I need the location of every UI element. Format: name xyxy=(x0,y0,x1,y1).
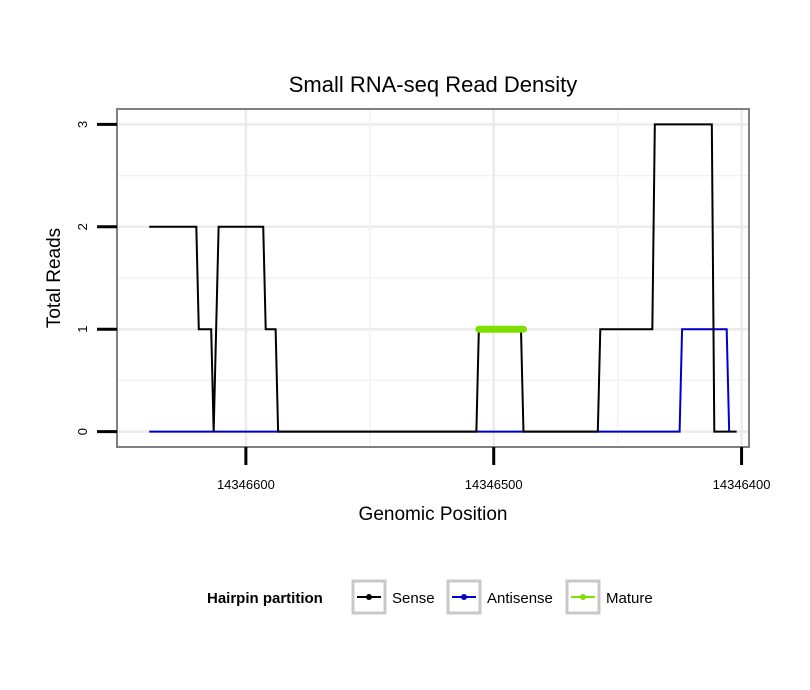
legend-label-sense: Sense xyxy=(392,590,435,607)
y-tick-label-3: 3 xyxy=(75,121,90,128)
y-tick-label-0: 0 xyxy=(75,428,90,435)
legend-label-antisense: Antisense xyxy=(487,590,553,607)
y-tick-label-1: 1 xyxy=(75,326,90,333)
legend: Hairpin partition Sense Antisense Mature xyxy=(207,579,653,615)
x-axis-title: Genomic Position xyxy=(359,504,508,525)
x-tick-label-0: 14346600 xyxy=(217,477,275,492)
y-tick-label-2: 2 xyxy=(75,223,90,230)
y-axis-title: Total Reads xyxy=(44,228,65,328)
x-tick-label-2: 14346400 xyxy=(713,477,771,492)
series-line-antisense xyxy=(149,328,731,433)
y-axis: 0 1 2 3 xyxy=(75,121,117,435)
x-tick-label-1: 14346500 xyxy=(465,477,523,492)
legend-item-mature: Mature xyxy=(565,579,653,615)
legend-key-point-mature xyxy=(580,594,586,600)
series-layer xyxy=(149,123,737,433)
series-line-sense xyxy=(149,123,737,433)
legend-key-point-antisense xyxy=(461,594,467,600)
chart-title: Small RNA-seq Read Density xyxy=(289,72,578,97)
legend-item-antisense: Antisense xyxy=(446,579,553,615)
legend-title: Hairpin partition xyxy=(207,590,323,607)
legend-item-sense: Sense xyxy=(351,579,435,615)
plot-area xyxy=(116,108,750,448)
legend-key-point-sense xyxy=(366,594,372,600)
legend-label-mature: Mature xyxy=(606,590,653,607)
x-axis: 14346600 14346500 14346400 xyxy=(217,447,771,492)
panel-border xyxy=(116,108,750,448)
